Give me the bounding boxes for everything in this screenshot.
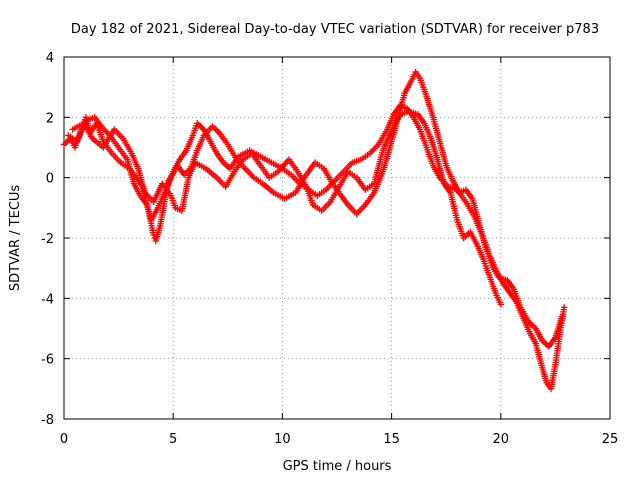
axis-ticks: 0 5 10 15 20 25 -8 -6 -4 -2 0 2 4 bbox=[41, 51, 618, 447]
series-track-1 bbox=[60, 102, 568, 393]
y-tick-label: 4 bbox=[46, 51, 54, 66]
x-tick-label: 20 bbox=[493, 432, 510, 447]
series-track-3 bbox=[69, 108, 504, 308]
chart-title: Day 182 of 2021, Sidereal Day-to-day VTE… bbox=[71, 22, 599, 37]
x-axis-label: GPS time / hours bbox=[283, 459, 392, 474]
x-tick-label: 10 bbox=[274, 432, 291, 447]
data-markers bbox=[60, 68, 568, 393]
x-tick-label: 15 bbox=[383, 432, 400, 447]
y-tick-label: 2 bbox=[46, 111, 54, 126]
y-tick-label: -6 bbox=[41, 353, 54, 368]
y-tick-label: -4 bbox=[41, 292, 54, 307]
grid bbox=[64, 57, 610, 419]
data-point bbox=[560, 304, 568, 311]
data-point bbox=[497, 301, 504, 308]
y-axis-label: SDTVAR / TECUs bbox=[8, 185, 23, 292]
x-tick-label: 0 bbox=[60, 432, 68, 447]
data-point bbox=[558, 313, 566, 320]
series-track-2 bbox=[65, 68, 566, 350]
x-tick-label: 25 bbox=[602, 432, 619, 447]
y-tick-label: 0 bbox=[46, 172, 54, 187]
x-tick-label: 5 bbox=[169, 432, 177, 447]
y-tick-label: -2 bbox=[41, 232, 54, 247]
y-tick-label: -8 bbox=[41, 413, 54, 428]
